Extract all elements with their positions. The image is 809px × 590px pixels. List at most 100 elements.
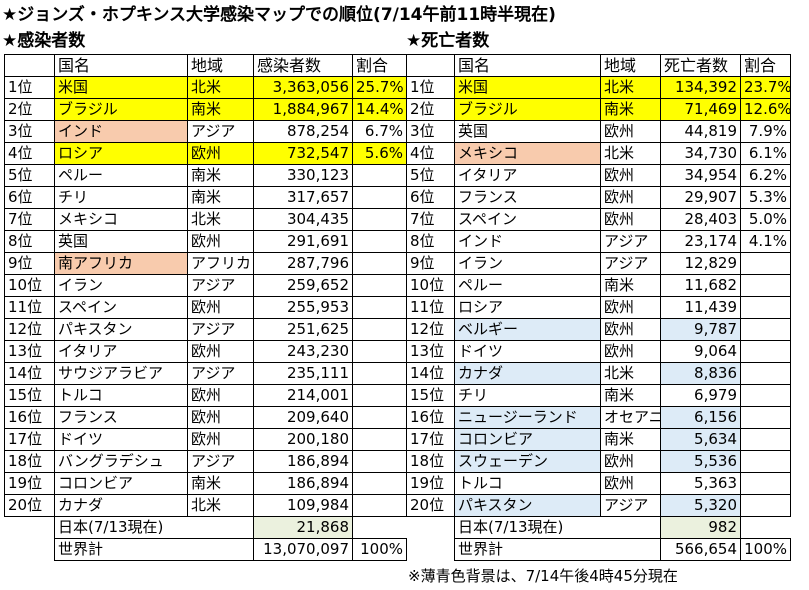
region-cell: 欧州 [600,120,661,143]
country-cell: イタリア [54,340,188,363]
pct-header: 割合 [740,54,791,77]
rank-header-cell [406,54,455,77]
table-row: 14位 カナダ 北米 8,836 [406,362,791,385]
country-cell: メキシコ [54,208,188,231]
table-row: 15位 チリ 南米 6,979 [406,384,791,407]
rank-cell: 17位 [4,428,55,451]
table-row: 7位 メキシコ 北米 304,435 [4,208,407,231]
count-cell: 200,180 [253,428,353,451]
count-cell: 28,403 [660,208,741,231]
rank-cell: 11位 [406,296,455,319]
count-cell: 109,984 [253,494,353,517]
rank-cell: 10位 [4,274,55,297]
table-row: 17位 コロンビア 南米 5,634 [406,428,791,451]
rank-cell: 9位 [4,252,55,275]
country-cell: パキスタン [54,318,188,341]
blank-cell [741,517,791,539]
region-cell: 欧州 [600,208,661,231]
region-cell: 北米 [187,208,254,231]
rank-cell: 15位 [406,384,455,407]
count-cell: 878,254 [253,120,353,143]
country-cell: トルコ [54,384,188,407]
table-row: 2位 ブラジル 南米 71,469 12.6% [406,98,791,121]
table-row: 5位 ペルー 南米 330,123 [4,164,407,187]
region-cell: アジア [187,318,254,341]
region-cell: 北米 [600,362,661,385]
region-cell: オセアニア [600,406,661,429]
country-cell: カナダ [54,494,188,517]
country-cell: ロシア [54,142,188,165]
rank-cell: 11位 [4,296,55,319]
region-cell: 南米 [187,472,254,495]
country-cell: 英国 [454,120,601,143]
table-row: 13位 イタリア 欧州 243,230 [4,340,407,363]
region-cell: 南米 [187,98,254,121]
country-cell: メキシコ [454,142,601,165]
region-header: 地域 [187,54,254,77]
count-cell: 8,836 [660,362,741,385]
region-cell: 南米 [187,164,254,187]
rank-cell: 3位 [4,120,55,143]
region-cell: 欧州 [600,296,661,319]
region-cell: アフリカ [187,252,254,275]
rank-cell: 5位 [406,164,455,187]
region-cell: 欧州 [187,428,254,451]
country-cell: コロンビア [454,428,601,451]
count-cell: 3,363,056 [253,76,353,99]
rank-cell: 4位 [406,142,455,165]
pct-cell: 25.7% [352,76,407,99]
pct-cell [740,428,791,451]
region-cell: 北米 [600,76,661,99]
rank-cell: 13位 [4,340,55,363]
rank-cell: 13位 [406,340,455,363]
rank-cell: 3位 [406,120,455,143]
country-cell: チリ [54,186,188,209]
header-row: 国名 地域 感染者数 割合 [4,54,407,77]
region-cell: アジア [187,450,254,473]
rank-cell: 7位 [4,208,55,231]
region-cell: 欧州 [187,340,254,363]
rank-cell: 6位 [406,186,455,209]
country-cell: ペルー [54,164,188,187]
region-cell: 欧州 [600,340,661,363]
pct-cell [740,384,791,407]
table-row: 1位 米国 北米 134,392 23.7% [406,76,791,99]
world-label: 世界計 [454,538,661,561]
pct-cell [352,296,407,319]
country-cell: 米国 [54,76,188,99]
pct-cell: 12.6% [740,98,791,121]
country-cell: インド [454,230,601,253]
country-cell: トルコ [454,472,601,495]
header-row: 国名 地域 死亡者数 割合 [406,54,791,77]
pct-cell: 6.2% [740,164,791,187]
table-row: 9位 南アフリカ アフリカ 287,796 [4,252,407,275]
rank-cell: 17位 [406,428,455,451]
pct-cell: 5.6% [352,142,407,165]
rank-cell: 12位 [406,318,455,341]
region-cell: 南米 [600,384,661,407]
region-cell: アジア [187,274,254,297]
pct-cell [352,362,407,385]
table-row: 20位 カナダ 北米 109,984 [4,494,407,517]
count-cell: 6,156 [660,406,741,429]
infections-section-title: ★感染者数 [2,31,86,51]
rank-cell: 7位 [406,208,455,231]
rank-cell: 1位 [406,76,455,99]
count-cell: 9,787 [660,318,741,341]
count-cell: 214,001 [253,384,353,407]
rank-cell: 5位 [4,164,55,187]
rank-cell: 20位 [4,494,55,517]
count-cell: 186,894 [253,450,353,473]
footnote: ※薄青色背景は、7/14午後4時45分現在 [408,567,678,585]
count-cell: 12,829 [660,252,741,275]
table-row: 5位 イタリア 欧州 34,954 6.2% [406,164,791,187]
country-cell: フランス [54,406,188,429]
rank-cell: 14位 [406,362,455,385]
pct-cell: 4.1% [740,230,791,253]
pct-cell [352,186,407,209]
blank-cell [5,539,55,561]
country-header: 国名 [54,54,188,77]
count-header: 死亡者数 [660,54,741,77]
japan-row: 日本(7/13現在) 21,868 [5,516,407,539]
count-cell: 134,392 [660,76,741,99]
